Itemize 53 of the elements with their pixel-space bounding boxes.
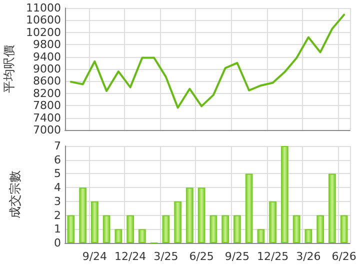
y-axis-title: 成交宗數 [8, 170, 22, 218]
y-tick-label: 7000 [33, 124, 61, 136]
bar [138, 229, 146, 243]
y-tick-label: 0 [54, 236, 61, 250]
bar [304, 229, 312, 243]
bar [257, 229, 265, 243]
y-tick-label: 8200 [33, 86, 61, 100]
bar [328, 174, 336, 243]
bar [91, 201, 98, 243]
x-tick-label: 3/26 [296, 250, 321, 263]
bar [245, 174, 253, 243]
y-tick-label: 7 [54, 140, 61, 152]
y-tick-label: 6 [54, 153, 61, 166]
bar [67, 215, 75, 243]
bar [126, 215, 134, 243]
bar [114, 229, 122, 243]
x-tick-label: 12/24 [114, 250, 146, 263]
bar [102, 215, 110, 243]
x-tick-label: 3/25 [154, 250, 178, 263]
y-tick-label: 9400 [33, 50, 61, 64]
y-tick-label: 3 [54, 194, 61, 208]
y-tick-label: 8600 [33, 74, 61, 88]
y-axis-title: 平均呎價 [2, 45, 16, 93]
y-tick-label: 10600 [26, 14, 61, 27]
bar [162, 215, 170, 243]
y-tick-label: 1 [54, 222, 61, 236]
y-tick-label: 9800 [33, 38, 61, 52]
bar [316, 215, 324, 243]
x-tick-label: 6/26 [332, 250, 356, 263]
bar [186, 188, 194, 243]
y-tick-label: 10200 [26, 26, 61, 39]
x-tick-label: 9/24 [82, 250, 108, 263]
y-tick-label: 7400 [33, 111, 61, 124]
bar [174, 201, 182, 243]
y-tick-label: 2 [54, 208, 61, 222]
y-tick-label: 7800 [33, 99, 61, 112]
y-tick-label: 9000 [33, 62, 61, 76]
x-tick-label: 12/25 [256, 250, 289, 263]
y-tick-label: 4 [54, 181, 61, 194]
line-series [70, 14, 346, 109]
x-tick-label: 9/25 [224, 250, 250, 263]
bar [222, 215, 229, 243]
y-tick-label: 11000 [26, 2, 61, 14]
bar [292, 215, 300, 243]
x-tick-label: 6/25 [189, 250, 214, 263]
bar [269, 201, 276, 243]
bar [198, 188, 206, 243]
bar [340, 215, 348, 243]
bar [234, 215, 241, 243]
bar [79, 188, 86, 243]
bar [281, 146, 288, 243]
y-tick-label: 5 [54, 167, 61, 180]
bar [210, 215, 218, 243]
